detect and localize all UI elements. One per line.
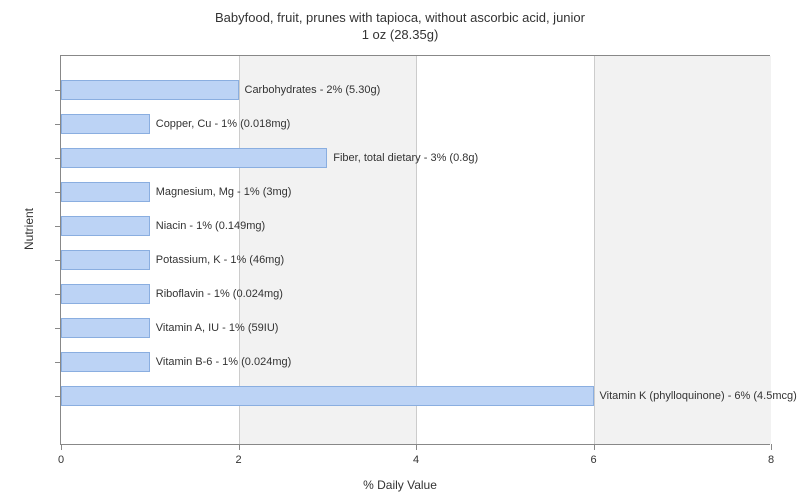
x-tick-label: 0 xyxy=(58,454,64,466)
x-tick xyxy=(594,444,595,450)
y-axis-label: Nutrient xyxy=(22,208,36,250)
bar-row: Niacin - 1% (0.149mg) xyxy=(61,212,771,246)
bar-label: Vitamin B-6 - 1% (0.024mg) xyxy=(156,352,292,372)
bar xyxy=(61,182,150,202)
x-tick-label: 8 xyxy=(768,454,774,466)
x-tick-label: 6 xyxy=(590,454,596,466)
bar xyxy=(61,352,150,372)
x-tick xyxy=(771,444,772,450)
y-tick xyxy=(55,294,61,295)
bar-row: Vitamin B-6 - 1% (0.024mg) xyxy=(61,348,771,382)
bar xyxy=(61,216,150,236)
bar xyxy=(61,318,150,338)
bar-label: Niacin - 1% (0.149mg) xyxy=(156,216,265,236)
bar xyxy=(61,114,150,134)
plot-inner: Carbohydrates - 2% (5.30g) Copper, Cu - 1… xyxy=(61,56,769,444)
bar-row: Vitamin K (phylloquinone) - 6% (4.5mcg) xyxy=(61,382,771,416)
bar xyxy=(61,284,150,304)
y-tick xyxy=(55,362,61,363)
x-tick xyxy=(416,444,417,450)
bar-row: Riboflavin - 1% (0.024mg) xyxy=(61,280,771,314)
y-tick xyxy=(55,192,61,193)
bar-row: Vitamin A, IU - 1% (59IU) xyxy=(61,314,771,348)
bar-label: Copper, Cu - 1% (0.018mg) xyxy=(156,114,291,134)
x-tick-label: 2 xyxy=(235,454,241,466)
bar-label: Vitamin A, IU - 1% (59IU) xyxy=(156,318,279,338)
x-tick xyxy=(61,444,62,450)
bar xyxy=(61,250,150,270)
bar-label: Magnesium, Mg - 1% (3mg) xyxy=(156,182,292,202)
x-tick xyxy=(239,444,240,450)
y-tick xyxy=(55,158,61,159)
bar-row: Magnesium, Mg - 1% (3mg) xyxy=(61,178,771,212)
bar-row: Fiber, total dietary - 3% (0.8g) xyxy=(61,144,771,178)
bar xyxy=(61,80,239,100)
bar xyxy=(61,148,327,168)
x-tick-label: 4 xyxy=(413,454,419,466)
y-tick xyxy=(55,328,61,329)
title-line-2: 1 oz (28.35g) xyxy=(0,27,800,44)
bar-label: Riboflavin - 1% (0.024mg) xyxy=(156,284,283,304)
chart-title: Babyfood, fruit, prunes with tapioca, wi… xyxy=(0,0,800,44)
bar-row: Potassium, K - 1% (46mg) xyxy=(61,246,771,280)
y-tick xyxy=(55,90,61,91)
bar xyxy=(61,386,594,406)
bar-label: Carbohydrates - 2% (5.30g) xyxy=(245,80,381,100)
bar-label: Potassium, K - 1% (46mg) xyxy=(156,250,284,270)
title-line-1: Babyfood, fruit, prunes with tapioca, wi… xyxy=(0,10,800,27)
y-tick xyxy=(55,226,61,227)
bar-row: Copper, Cu - 1% (0.018mg) xyxy=(61,110,771,144)
y-tick xyxy=(55,396,61,397)
bar-label: Vitamin K (phylloquinone) - 6% (4.5mcg) xyxy=(600,386,797,406)
plot-area: Carbohydrates - 2% (5.30g) Copper, Cu - 1… xyxy=(60,55,770,445)
y-tick xyxy=(55,260,61,261)
bar-label: Fiber, total dietary - 3% (0.8g) xyxy=(333,148,478,168)
y-tick xyxy=(55,124,61,125)
bar-row: Carbohydrates - 2% (5.30g) xyxy=(61,76,771,110)
nutrient-chart: Babyfood, fruit, prunes with tapioca, wi… xyxy=(0,0,800,500)
x-axis-label: % Daily Value xyxy=(0,478,800,492)
